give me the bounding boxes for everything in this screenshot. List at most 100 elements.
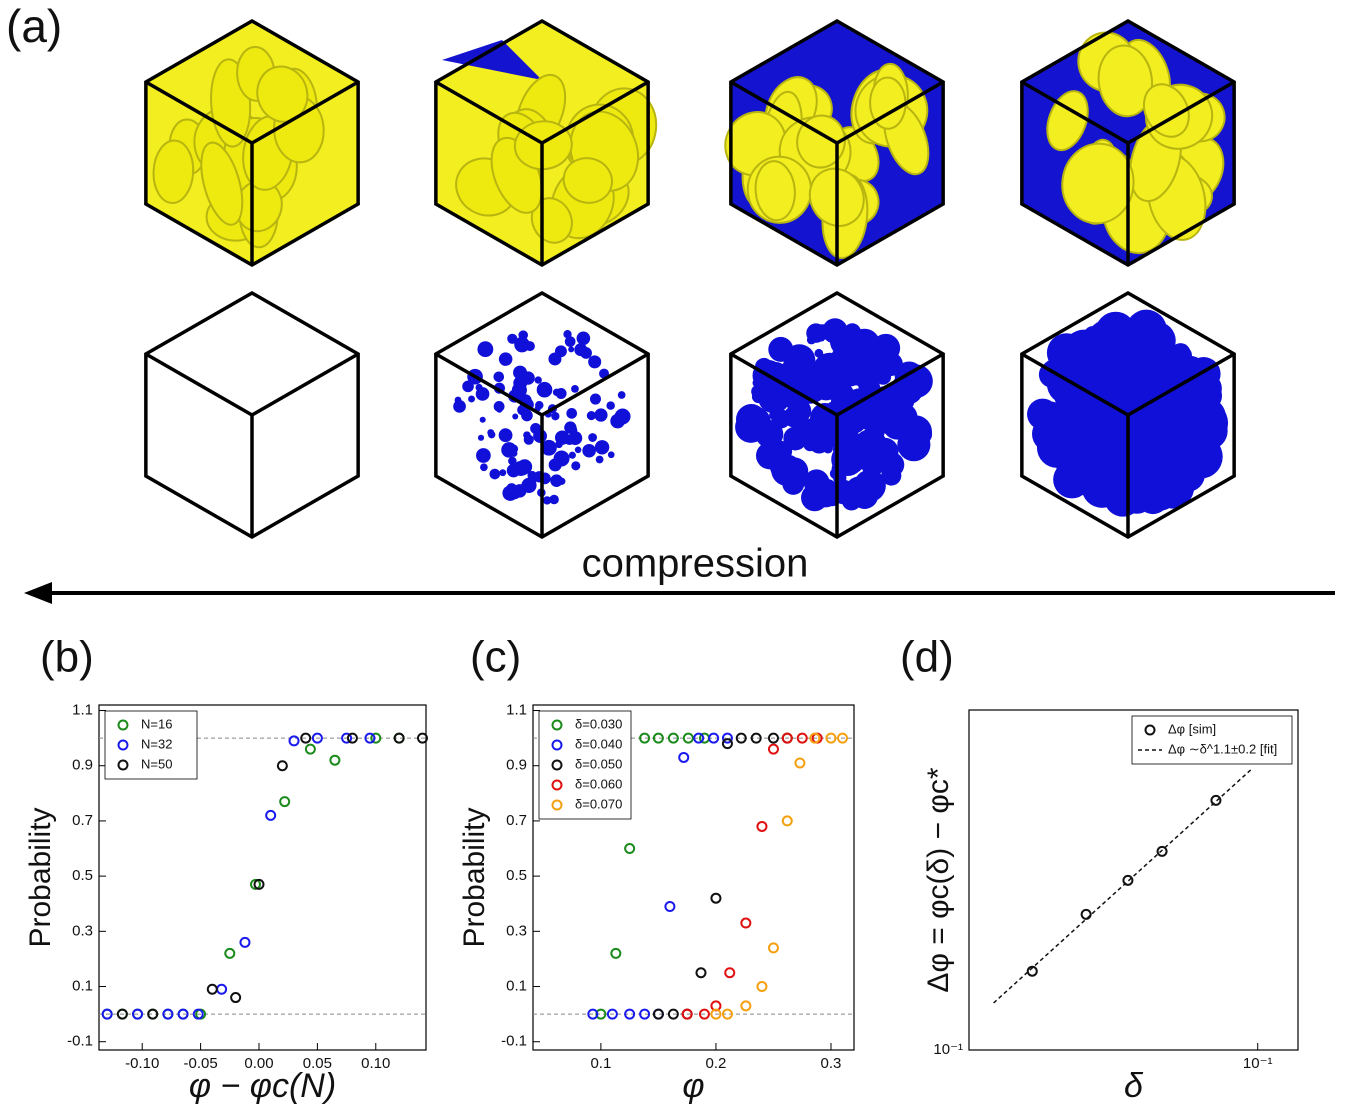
data-point <box>1210 794 1222 806</box>
cube-edge <box>144 80 253 145</box>
cluster-blob <box>558 477 566 485</box>
x-axis-label: φ <box>682 1067 704 1105</box>
cluster-blob <box>868 423 879 434</box>
cluster-blob <box>548 458 562 472</box>
cluster-blob <box>868 477 875 484</box>
cluster-blob <box>824 401 845 421</box>
cluster-blob <box>853 469 886 502</box>
cluster-blob <box>790 471 799 480</box>
cluster-blob <box>1103 478 1142 517</box>
cluster-blob <box>564 336 576 347</box>
legend-label: δ=0.040 <box>575 736 622 751</box>
arrow-label: compression <box>582 542 809 586</box>
x-tick-label: 0.3 <box>821 1055 842 1072</box>
data-point <box>624 843 636 855</box>
data-point <box>639 1008 651 1020</box>
cluster-blob <box>868 464 880 476</box>
data-point <box>101 1008 113 1020</box>
y-tick-label: 0.5 <box>506 867 527 884</box>
cluster-blob <box>476 448 491 463</box>
cluster-blob <box>1152 486 1161 494</box>
cluster-blob <box>536 381 553 398</box>
data-point <box>767 942 779 954</box>
cube-edge <box>251 352 360 417</box>
cluster-blob <box>781 457 809 485</box>
y-tick-label: 10⁻¹ <box>933 1041 963 1058</box>
cluster-blob <box>1145 344 1169 369</box>
cube-edge <box>1020 80 1129 145</box>
cluster-blob <box>872 413 880 421</box>
cluster-blob <box>803 438 817 452</box>
cluster-blob <box>1188 433 1202 447</box>
fit-line <box>993 767 1254 1004</box>
cluster-blob <box>568 451 576 459</box>
cluster-blob <box>588 355 602 369</box>
surface-patch <box>1097 44 1154 118</box>
data-point <box>652 732 664 744</box>
data-point <box>276 760 288 772</box>
data-point <box>667 1008 679 1020</box>
cluster-blob <box>541 439 557 456</box>
cluster-blob <box>610 413 625 429</box>
cube-edge <box>1127 352 1236 417</box>
data-point <box>693 732 705 744</box>
data-point <box>177 1008 189 1020</box>
x-axis-label: φ − φc(N) <box>189 1067 336 1105</box>
data-point <box>288 735 300 747</box>
cube-edge <box>434 352 543 417</box>
x-axis-label: δ <box>1124 1067 1144 1105</box>
cluster-blob <box>818 335 825 342</box>
cluster-blob <box>755 420 784 449</box>
cluster-blob <box>551 412 560 421</box>
data-point <box>364 732 376 744</box>
data-point <box>147 1008 159 1020</box>
cluster-blob <box>564 435 575 446</box>
cluster-blob <box>594 440 610 455</box>
legend-swatch <box>551 779 563 791</box>
surface-patch <box>1061 142 1135 225</box>
cluster-blob <box>1062 432 1076 446</box>
cube-edge <box>541 80 650 145</box>
arrow-head <box>24 582 52 604</box>
legend-swatch <box>117 719 129 731</box>
cluster-blob <box>499 469 507 477</box>
surface-patch <box>754 160 796 222</box>
cluster-blob <box>535 401 543 409</box>
data-point <box>1156 845 1168 857</box>
data-point <box>652 1008 664 1020</box>
cluster-blob <box>805 374 815 384</box>
legend-label: δ=0.070 <box>575 796 622 811</box>
cluster-blob <box>513 376 528 390</box>
cluster-blob <box>521 409 533 422</box>
cluster-blob <box>571 461 581 471</box>
data-point <box>311 732 323 744</box>
data-point <box>1122 874 1134 886</box>
cube-edge <box>836 352 945 417</box>
cluster-blob <box>1106 408 1115 417</box>
panel-label: (b) <box>40 633 94 682</box>
cluster-blob <box>453 400 466 413</box>
legend-label: δ=0.050 <box>575 756 622 771</box>
cluster-blob <box>564 421 577 434</box>
data-point <box>329 754 341 766</box>
cluster-blob <box>542 496 552 505</box>
data-point <box>735 732 747 744</box>
data-point <box>1026 965 1038 977</box>
data-point <box>695 967 707 979</box>
cluster-blob <box>854 339 862 347</box>
data-point <box>192 1008 204 1020</box>
legend-box <box>1131 715 1293 765</box>
cluster-blob <box>554 345 567 358</box>
data-point <box>610 947 622 959</box>
y-tick-label: -0.1 <box>501 1033 527 1050</box>
data-point <box>300 732 312 744</box>
legend-swatch <box>551 739 563 751</box>
data-point <box>794 757 806 769</box>
data-point <box>216 983 228 995</box>
y-tick-label: 0.1 <box>506 977 527 994</box>
y-tick-label: 0.7 <box>72 812 93 829</box>
data-point <box>664 900 676 912</box>
data-point <box>239 936 251 948</box>
cluster-blob <box>871 386 898 412</box>
